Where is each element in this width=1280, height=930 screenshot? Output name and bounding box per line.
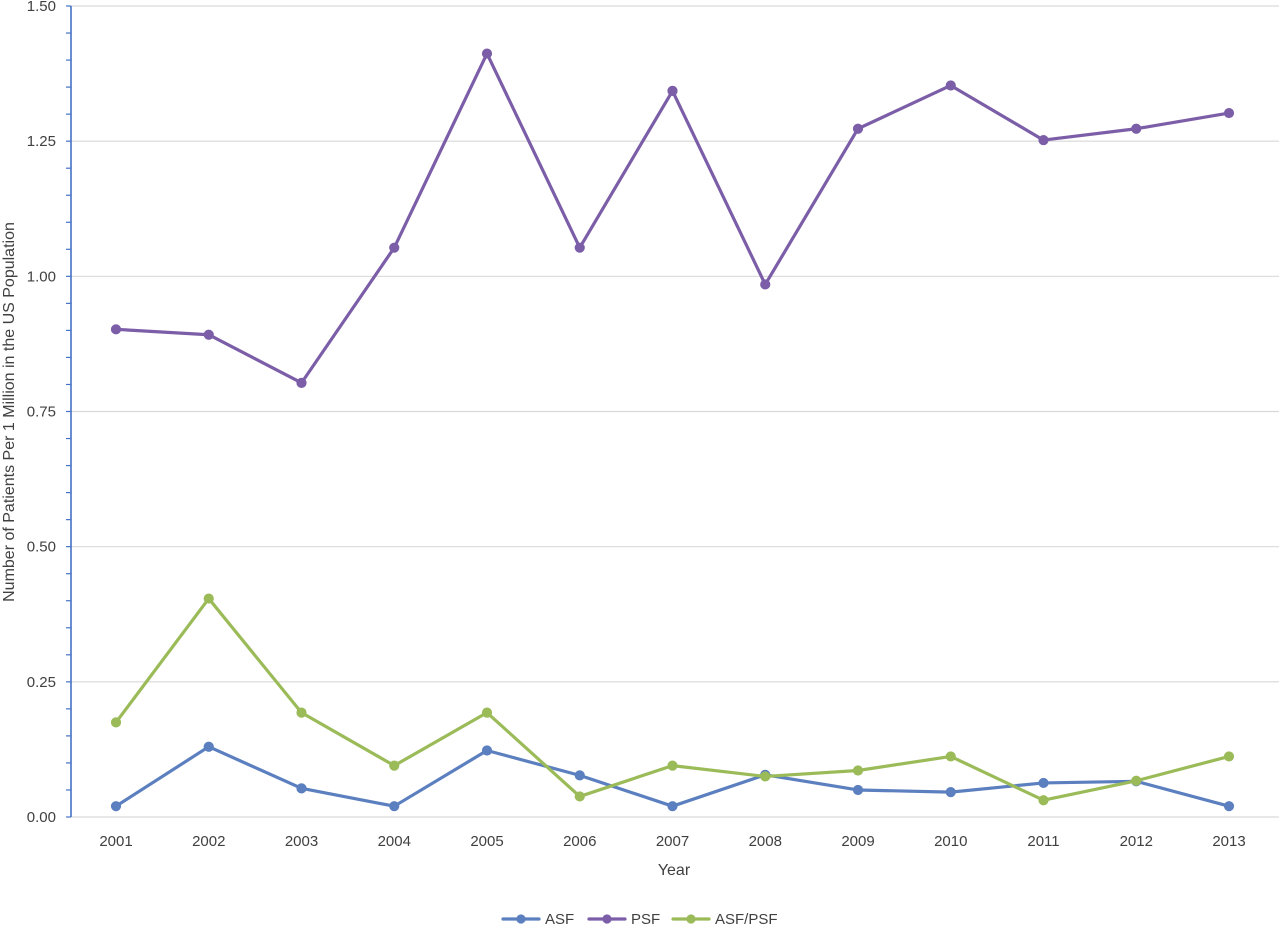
data-point [481,745,493,756]
data-point [296,783,307,794]
series-lines [110,48,1235,812]
data-point [481,707,493,718]
legend-label: ASF/PSF [715,911,778,928]
series-asf-psf [110,593,1235,806]
data-point [852,765,864,776]
data-point [389,801,400,812]
x-tick-label: 2007 [656,833,689,850]
legend-item: PSF [587,911,660,928]
x-tick-label: 2011 [1027,833,1059,850]
x-axis-title: Year [658,862,691,879]
x-tick-label: 2008 [749,833,782,850]
data-point [852,123,864,134]
data-point [945,80,956,91]
data-point [1131,775,1142,786]
data-point [1038,795,1049,806]
series-line [114,51,1231,385]
y-tick-label: 0.00 [27,809,56,826]
series-asf [110,741,1235,812]
legend-swatch-marker [686,914,696,924]
x-tick-label: 2006 [563,833,596,850]
x-tick-label: 2002 [192,833,225,850]
x-tick-label: 2005 [470,833,503,850]
axes [66,5,72,818]
data-point [296,707,307,718]
data-point [481,48,493,59]
data-point [110,324,122,335]
x-tick-label: 2010 [934,833,967,850]
y-tick-label: 1.00 [27,268,56,285]
data-point [574,770,585,781]
data-point [667,85,678,96]
data-point [574,242,585,253]
y-tick-label: 1.50 [27,0,56,15]
data-point [110,717,122,728]
data-point [110,801,122,812]
legend: ASF PSF ASF/PSF [501,911,778,928]
data-point [574,791,585,802]
x-tick-label: 2013 [1212,833,1245,850]
y-tick-label: 0.50 [27,539,56,556]
y-axis-title: Number of Patients Per 1 Million in the … [1,222,18,602]
data-point [667,801,678,812]
y-tick-label: 1.25 [27,133,56,150]
data-point [667,760,678,771]
data-point [1038,777,1049,789]
legend-item: ASF/PSF [671,911,778,928]
y-tick-labels: 0.00 0.25 0.50 0.75 1.00 1.25 1.50 [27,0,56,826]
data-point [296,377,307,388]
x-tick-labels: 2001 2002 2003 2004 2005 2006 2007 2008 2009 2010… [99,833,1245,850]
data-point [945,787,956,798]
data-point [203,329,214,340]
data-point [945,751,956,762]
x-tick-label: 2003 [285,833,318,850]
data-point [1038,134,1049,146]
data-point [389,242,400,253]
data-point [389,760,400,771]
gridlines [71,5,1279,818]
y-tick-label: 0.25 [27,674,56,691]
y-tick-label: 0.75 [27,404,56,421]
data-point [1223,107,1235,119]
legend-label: PSF [631,911,660,928]
legend-item: ASF [501,911,574,928]
legend-label: ASF [545,911,574,928]
series-psf [110,48,1235,388]
data-point [203,593,214,604]
data-point [852,784,864,796]
data-point [203,741,214,752]
data-point [1223,801,1235,812]
data-point [760,771,771,782]
legend-swatch-marker [602,914,612,924]
x-tick-label: 2009 [841,833,874,850]
legend-swatch-marker [516,914,526,924]
data-point [760,279,771,290]
data-point [1131,123,1142,134]
data-point [1223,751,1235,762]
x-tick-label: 2004 [378,833,411,850]
x-tick-label: 2001 [99,833,132,850]
x-tick-label: 2012 [1120,833,1153,850]
